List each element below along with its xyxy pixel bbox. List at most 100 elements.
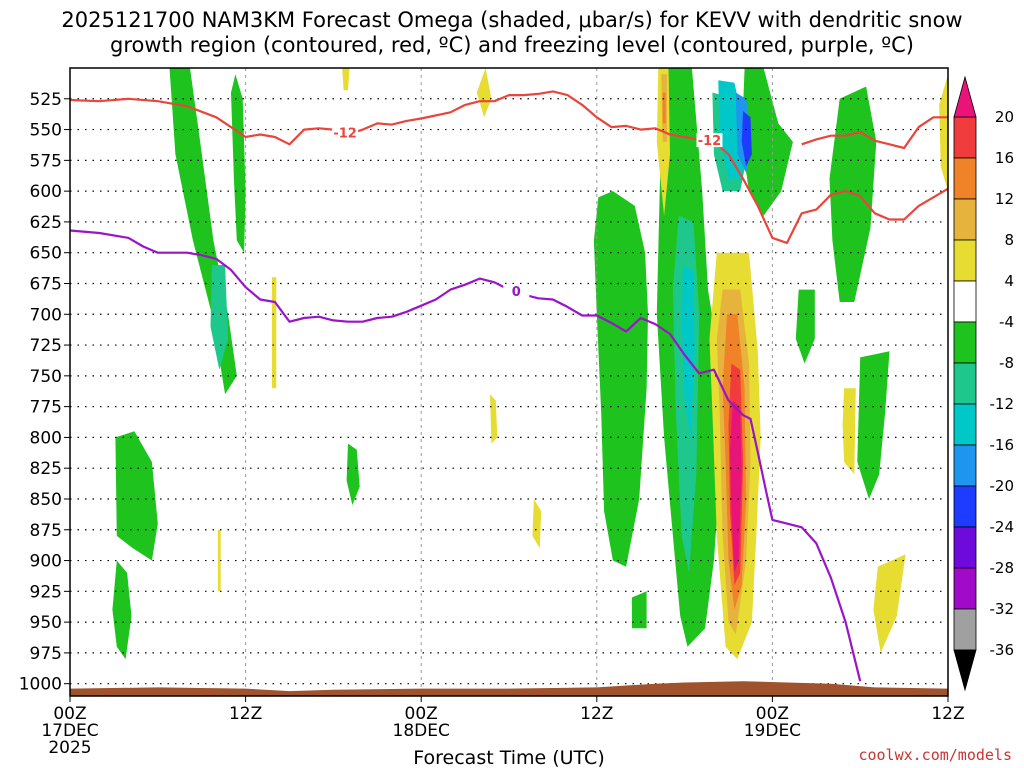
x-tick-label-48-0: 00Z	[756, 704, 789, 724]
colorbar-label-4: 4	[1004, 272, 1014, 290]
colorbar-label-11: -28	[990, 559, 1015, 577]
omega-region-up_-16-16	[681, 265, 695, 438]
x-tick-label-0-2: 2025	[48, 738, 91, 758]
colorbar-label-7: -12	[990, 395, 1015, 413]
omega-region-down_4-29	[939, 74, 948, 192]
y-tick-label-975: 975	[30, 644, 62, 664]
omega-region-down_4-24	[532, 499, 542, 549]
y-tick-label-575: 575	[30, 151, 62, 171]
omega-region-up_-8-11	[631, 591, 647, 629]
plot-frame	[69, 67, 949, 697]
colorbar-bin-10	[953, 526, 977, 569]
omega-region-up_-8-10	[857, 351, 890, 499]
omega-region-down_4-22	[217, 529, 221, 592]
x-tick-label-48-1: 19DEC	[744, 721, 801, 741]
omega-region-down_4-21	[271, 277, 277, 389]
omega-region-down_4-27	[842, 388, 856, 475]
y-axis-pressure-ticks: 525 550 575 600 625 650 675 700 725 750 775 800 825 8…	[19, 90, 70, 695]
contour-label-bg-2	[503, 284, 530, 299]
colorbar-bin-1	[953, 157, 977, 200]
y-tick-label-1000: 1000	[19, 675, 62, 695]
y-tick-label-925: 925	[30, 582, 62, 602]
omega-region-down_12-32	[662, 92, 666, 124]
omega-region-up_-8-4	[346, 443, 360, 506]
omega-region-up_-8-7	[741, 68, 793, 216]
colorbar-bin-8	[953, 444, 977, 487]
y-tick-label-950: 950	[30, 613, 62, 633]
colorbar-bin-2	[953, 198, 977, 241]
contour-label-1: -12	[698, 134, 722, 149]
omega-region-down_4-23	[490, 394, 498, 444]
y-tick-label-825: 825	[30, 459, 62, 479]
colorbar-label-1: 16	[995, 149, 1014, 167]
colorbar: 20 16 12 8 4 -4 -8 -12 -16 -20 -24 -28 -32 -36	[953, 75, 1015, 692]
colorbar-label-5: -4	[999, 313, 1014, 331]
omega-region-up_-8-3	[112, 560, 132, 660]
colorbar-label-2: 12	[995, 190, 1014, 208]
colorbar-bin-6	[953, 362, 977, 405]
contour-label-bg-0	[332, 125, 359, 140]
y-tick-label-875: 875	[30, 521, 62, 541]
contour-label-2: 0	[512, 285, 521, 300]
omega-shaded-regions	[112, 68, 948, 660]
colorbar-bin-5	[953, 321, 977, 364]
colorbar-label-13: -36	[990, 641, 1015, 659]
terrain-fill	[70, 681, 948, 696]
y-tick-label-725: 725	[30, 336, 62, 356]
colorbar-bin-9	[953, 485, 977, 528]
x-tick-label-0-0: 00Z	[53, 704, 86, 724]
omega-region-down_4-19	[342, 68, 350, 91]
colorbar-top-arrow	[953, 75, 977, 118]
y-tick-label-775: 775	[30, 398, 62, 418]
terrain-strip	[70, 681, 948, 696]
contour-label-0: -12	[333, 127, 357, 142]
contour-label-bg-1	[696, 133, 723, 148]
contour-line-0	[70, 90, 948, 244]
colorbar-bin-0	[953, 116, 977, 159]
colorbar-label-6: -8	[999, 354, 1014, 372]
colorbar-bin-12	[953, 608, 977, 651]
y-tick-label-650: 650	[30, 244, 62, 264]
omega-region-down_4-28	[873, 554, 906, 653]
colorbar-bottom-arrow	[953, 649, 977, 692]
source-credit: coolwx.com/models	[858, 746, 1012, 764]
colorbar-bin-7	[953, 403, 977, 446]
contour-line-2	[70, 229, 862, 682]
y-tick-label-700: 700	[30, 305, 62, 325]
colorbar-bin-4	[953, 280, 977, 323]
x-tick-label-60-0: 12Z	[931, 704, 964, 724]
x-tick-label-36-0: 12Z	[580, 704, 613, 724]
y-tick-label-750: 750	[30, 367, 62, 387]
colorbar-label-3: 8	[1004, 231, 1014, 249]
colorbar-label-10: -24	[990, 518, 1015, 536]
y-tick-label-550: 550	[30, 121, 62, 141]
y-tick-label-850: 850	[30, 490, 62, 510]
x-axis-label: Forecast Time (UTC)	[413, 747, 604, 768]
omega-region-up_-24-18	[741, 111, 752, 167]
omega-region-down_4-20	[476, 68, 492, 118]
y-tick-label-625: 625	[30, 213, 62, 233]
y-tick-label-600: 600	[30, 182, 62, 202]
colorbar-label-8: -16	[990, 436, 1015, 454]
omega-region-up_-8-0	[169, 68, 237, 395]
chart-title-line-1: 2025121700 NAM3KM Forecast Omega (shaded…	[61, 8, 962, 32]
x-tick-label-12-0: 12Z	[229, 704, 262, 724]
colorbar-label-12: -32	[990, 600, 1015, 618]
omega-region-up_-12-12	[210, 265, 228, 370]
temperature-contours: -12 -12 0	[70, 90, 948, 682]
colorbar-label-0: 20	[995, 108, 1014, 126]
colorbar-label-9: -20	[990, 477, 1015, 495]
omega-region-up_-8-5	[593, 191, 648, 567]
omega-region-up_-8-8	[795, 289, 815, 364]
y-tick-label-675: 675	[30, 274, 62, 294]
chart-title-line-2: growth region (contoured, red, ºC) and f…	[110, 33, 914, 57]
omega-region-up_-8-1	[231, 74, 246, 253]
y-tick-label-800: 800	[30, 428, 62, 448]
omega-region-up_-8-2	[115, 431, 158, 561]
x-tick-label-0-1: 17DEC	[41, 721, 98, 741]
contour-line-1	[801, 116, 948, 150]
y-tick-label-900: 900	[30, 552, 62, 572]
x-tick-label-24-0: 00Z	[405, 704, 438, 724]
y-tick-label-525: 525	[30, 90, 62, 110]
